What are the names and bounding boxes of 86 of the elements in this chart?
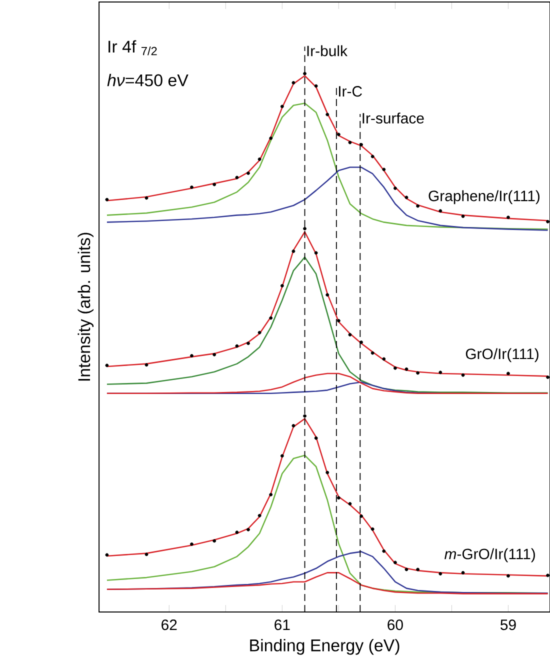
ref-line-label: Ir-C xyxy=(338,86,362,97)
point xyxy=(235,176,239,180)
point xyxy=(269,492,273,496)
point xyxy=(393,366,397,370)
annotation: m-GrO/Ir(111) xyxy=(444,548,535,562)
point xyxy=(348,140,352,144)
point xyxy=(326,293,330,297)
point xyxy=(269,316,273,320)
point xyxy=(461,571,465,574)
point xyxy=(258,330,262,334)
y-axis-title: Intensity (arb. units) xyxy=(78,232,94,381)
point xyxy=(461,373,465,377)
point xyxy=(416,204,420,208)
point xyxy=(461,214,465,218)
point xyxy=(246,172,250,175)
point xyxy=(416,371,420,375)
point xyxy=(212,539,216,543)
ref-line-label: Ir-bulk xyxy=(307,45,348,56)
point xyxy=(258,158,262,161)
point xyxy=(348,502,352,506)
point xyxy=(314,84,318,88)
point xyxy=(314,436,318,440)
point xyxy=(336,319,340,322)
text: Ir 4f $_{7/2}$ xyxy=(108,40,157,56)
point xyxy=(326,112,330,116)
point xyxy=(235,530,239,534)
point xyxy=(144,196,148,200)
x-axis-title: Binding Energy (eV) xyxy=(250,638,400,655)
point xyxy=(393,560,397,564)
point xyxy=(280,284,284,288)
point xyxy=(105,364,109,368)
point xyxy=(382,357,386,361)
point xyxy=(360,340,363,344)
point xyxy=(360,514,363,518)
point xyxy=(144,552,148,556)
x-tick-label: 62 xyxy=(162,620,177,630)
x-tick-label: 61 xyxy=(274,620,290,630)
point xyxy=(360,142,363,146)
point xyxy=(280,454,284,458)
point xyxy=(105,553,109,557)
point xyxy=(303,414,306,418)
point xyxy=(404,367,408,371)
point xyxy=(336,496,340,500)
point xyxy=(190,542,194,546)
x-tick-label: 59 xyxy=(500,620,516,630)
point xyxy=(506,216,510,220)
point xyxy=(190,186,194,189)
point xyxy=(382,168,386,172)
point xyxy=(292,81,296,84)
point xyxy=(314,251,318,255)
point xyxy=(246,528,250,532)
point xyxy=(438,209,442,213)
x-tick-label: 60 xyxy=(388,620,403,630)
point xyxy=(258,514,262,518)
point xyxy=(506,574,510,578)
point xyxy=(393,186,397,190)
point xyxy=(292,424,296,428)
ref-line-label: Ir-surface xyxy=(362,112,424,124)
point xyxy=(212,352,216,356)
point xyxy=(336,132,340,136)
point xyxy=(404,568,408,572)
point xyxy=(438,572,442,576)
point xyxy=(348,333,352,336)
point xyxy=(370,351,374,355)
point xyxy=(382,549,386,553)
point xyxy=(292,250,296,253)
point xyxy=(438,370,442,374)
point xyxy=(269,136,273,140)
point xyxy=(370,154,374,158)
point xyxy=(212,182,216,186)
point xyxy=(370,527,374,531)
point xyxy=(326,470,330,474)
annotation: GrO/Ir(111) xyxy=(466,348,538,362)
point xyxy=(506,372,510,376)
point xyxy=(303,72,306,76)
point xyxy=(303,226,306,230)
point xyxy=(190,354,194,358)
annotation: hν=450 eV xyxy=(107,74,188,86)
point xyxy=(105,198,109,202)
annotation: Graphene/Ir(111) xyxy=(428,190,540,204)
point xyxy=(280,104,284,108)
point xyxy=(235,344,239,348)
point xyxy=(404,196,408,200)
point xyxy=(246,342,250,346)
point xyxy=(416,568,420,572)
point xyxy=(144,363,148,367)
